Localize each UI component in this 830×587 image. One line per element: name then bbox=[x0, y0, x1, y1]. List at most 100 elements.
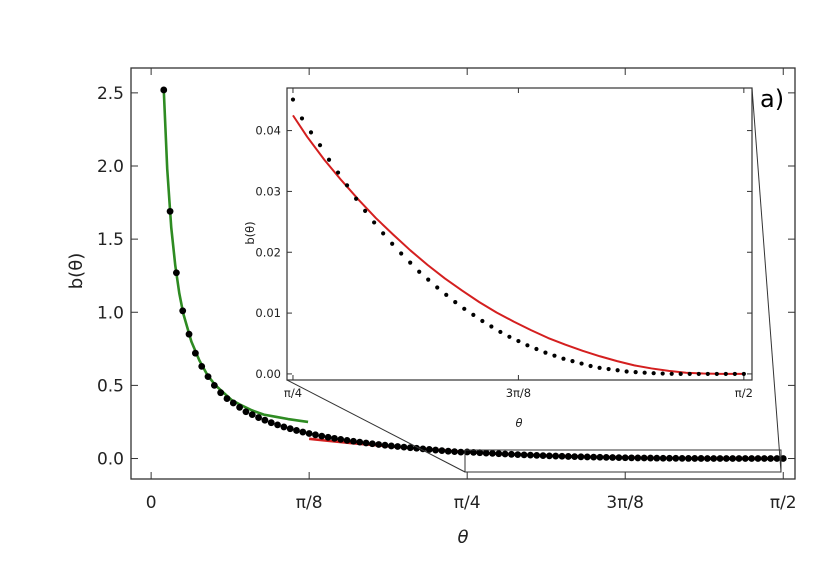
data-point bbox=[525, 343, 530, 348]
data-point bbox=[660, 371, 665, 376]
data-point bbox=[501, 450, 509, 458]
data-point bbox=[344, 183, 350, 188]
data-point bbox=[634, 454, 642, 462]
data-point bbox=[381, 441, 389, 449]
data-point bbox=[647, 454, 654, 462]
y-tick-label: 0.04 bbox=[255, 124, 281, 138]
data-point bbox=[462, 306, 467, 311]
data-point bbox=[571, 453, 579, 461]
inset-series-group bbox=[290, 97, 746, 377]
data-point bbox=[741, 455, 749, 462]
data-point bbox=[596, 453, 604, 461]
data-point bbox=[160, 86, 168, 94]
data-point bbox=[767, 455, 775, 462]
data-point bbox=[748, 455, 756, 462]
data-point bbox=[489, 449, 496, 457]
y-tick-label: 0.5 bbox=[97, 376, 124, 396]
data-point bbox=[318, 432, 326, 440]
data-point bbox=[672, 454, 680, 462]
data-point bbox=[356, 438, 364, 446]
data-point bbox=[696, 371, 701, 377]
series-line bbox=[292, 114, 744, 375]
data-point bbox=[495, 450, 503, 458]
data-point bbox=[324, 433, 332, 441]
main-x-axis-label: θ bbox=[457, 527, 468, 548]
data-point bbox=[299, 116, 305, 121]
data-point bbox=[293, 427, 300, 434]
data-point bbox=[577, 453, 585, 461]
data-point bbox=[432, 446, 439, 454]
data-point bbox=[305, 430, 313, 437]
data-point bbox=[642, 370, 647, 375]
data-point bbox=[602, 453, 610, 461]
data-point bbox=[204, 373, 212, 381]
data-point bbox=[417, 269, 422, 274]
data-point bbox=[508, 450, 515, 458]
data-point bbox=[533, 451, 541, 459]
data-point bbox=[588, 363, 593, 369]
data-point bbox=[267, 419, 275, 427]
data-point bbox=[286, 425, 294, 433]
data-point bbox=[166, 207, 174, 215]
data-point bbox=[172, 269, 180, 277]
data-point bbox=[229, 399, 237, 407]
data-point bbox=[312, 431, 319, 439]
data-point bbox=[545, 452, 553, 460]
data-point bbox=[609, 454, 616, 461]
inset-x-axis-label: θ bbox=[515, 416, 522, 430]
data-point bbox=[741, 371, 746, 377]
inset-background bbox=[286, 87, 753, 381]
data-point bbox=[659, 454, 667, 462]
data-point bbox=[326, 157, 332, 162]
data-point bbox=[179, 307, 187, 315]
data-point bbox=[735, 455, 743, 462]
data-point bbox=[653, 454, 661, 462]
data-point bbox=[729, 455, 737, 462]
data-point bbox=[274, 421, 281, 429]
data-point bbox=[476, 449, 484, 457]
data-point bbox=[451, 448, 458, 456]
data-point bbox=[335, 170, 341, 175]
data-point bbox=[534, 346, 539, 352]
data-point bbox=[624, 369, 629, 374]
data-point bbox=[579, 361, 584, 366]
data-point bbox=[489, 324, 494, 329]
data-point bbox=[217, 389, 225, 397]
data-point bbox=[590, 453, 598, 461]
data-point bbox=[480, 318, 485, 324]
data-point bbox=[255, 414, 262, 421]
y-tick-label: 2.5 bbox=[97, 84, 124, 104]
data-point bbox=[331, 434, 338, 442]
data-point bbox=[363, 208, 368, 213]
data-point bbox=[198, 362, 206, 370]
zoom-connector-right bbox=[751, 87, 782, 473]
data-point bbox=[453, 300, 458, 305]
y-tick-label: 2.0 bbox=[97, 157, 124, 177]
data-point bbox=[375, 441, 383, 448]
x-tick-label: π/8 bbox=[296, 493, 323, 513]
data-point bbox=[552, 452, 560, 460]
data-point bbox=[640, 454, 648, 462]
data-point bbox=[754, 455, 762, 462]
data-point bbox=[471, 312, 476, 318]
data-point bbox=[248, 411, 256, 419]
zoom-region-box bbox=[464, 449, 782, 473]
x-tick-label: 3π/8 bbox=[506, 386, 531, 400]
data-point bbox=[444, 292, 449, 297]
y-tick-label: 1.0 bbox=[97, 303, 124, 323]
data-point bbox=[470, 448, 477, 456]
y-tick-label: 0.00 bbox=[255, 367, 281, 381]
data-point bbox=[350, 437, 357, 445]
data-point bbox=[628, 454, 635, 462]
data-point bbox=[435, 285, 440, 290]
data-point bbox=[714, 371, 719, 377]
data-point bbox=[651, 371, 656, 376]
data-point bbox=[583, 453, 591, 461]
inset-y-axis-label: b(θ) bbox=[243, 221, 257, 244]
x-tick-label: 3π/8 bbox=[606, 493, 644, 513]
zoom-connector-left bbox=[286, 379, 466, 473]
data-point bbox=[223, 395, 231, 402]
main-y-axis-label: b(θ) bbox=[66, 253, 87, 289]
data-point bbox=[564, 453, 572, 460]
